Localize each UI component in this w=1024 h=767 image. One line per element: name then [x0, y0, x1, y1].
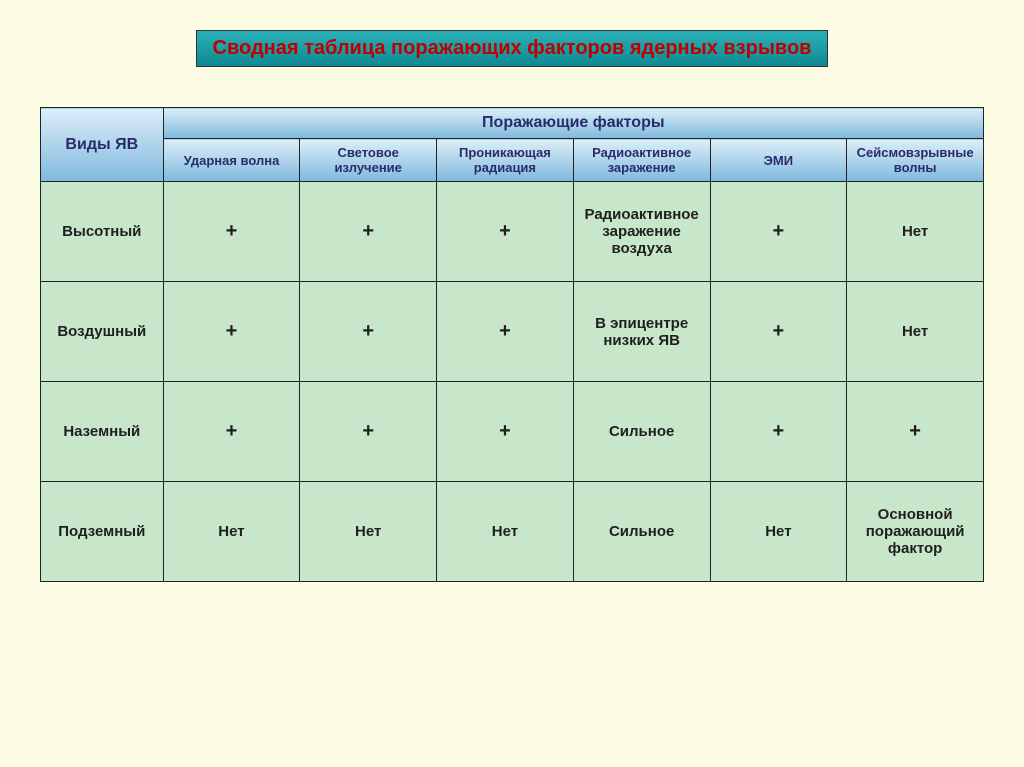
- table-row: Наземный + + + Сильное + +: [41, 382, 984, 482]
- row-label: Воздушный: [41, 282, 164, 382]
- cell: +: [163, 182, 300, 282]
- cell: Нет: [847, 282, 984, 382]
- table-row: Высотный + + + Радиоактивное заражение в…: [41, 182, 984, 282]
- cell: +: [710, 382, 847, 482]
- cell: Нет: [163, 482, 300, 582]
- group-header: Поражающие факторы: [163, 108, 983, 139]
- table-row: Воздушный + + + В эпицентре низких ЯВ + …: [41, 282, 984, 382]
- cell: +: [437, 182, 574, 282]
- cell: Нет: [710, 482, 847, 582]
- cell: +: [300, 182, 437, 282]
- cell: +: [437, 382, 574, 482]
- page-title: Сводная таблица поражающих факторов ядер…: [196, 30, 829, 67]
- sub-header-row: Ударная волна Световое излучение Проника…: [41, 139, 984, 182]
- col-header: Световое излучение: [300, 139, 437, 182]
- cell: +: [847, 382, 984, 482]
- col-header: ЭМИ: [710, 139, 847, 182]
- cell: +: [437, 282, 574, 382]
- col-header: Ударная волна: [163, 139, 300, 182]
- cell: В эпицентре низких ЯВ: [573, 282, 710, 382]
- table-body: Высотный + + + Радиоактивное заражение в…: [41, 182, 984, 582]
- cell: +: [710, 282, 847, 382]
- cell: +: [163, 382, 300, 482]
- cell: Основной поражающий фактор: [847, 482, 984, 582]
- cell: +: [300, 382, 437, 482]
- row-label: Наземный: [41, 382, 164, 482]
- col-header: Радиоактивное заражение: [573, 139, 710, 182]
- cell: Нет: [300, 482, 437, 582]
- row-label: Подземный: [41, 482, 164, 582]
- cell: +: [163, 282, 300, 382]
- corner-header: Виды ЯВ: [41, 108, 164, 182]
- cell: Радиоактивное заражение воздуха: [573, 182, 710, 282]
- cell: Сильное: [573, 382, 710, 482]
- table-header: Виды ЯВ Поражающие факторы Ударная волна…: [41, 108, 984, 182]
- summary-table: Виды ЯВ Поражающие факторы Ударная волна…: [40, 107, 984, 582]
- col-header: Сейсмовзрывные волны: [847, 139, 984, 182]
- cell: Сильное: [573, 482, 710, 582]
- cell: +: [710, 182, 847, 282]
- cell: Нет: [847, 182, 984, 282]
- cell: +: [300, 282, 437, 382]
- cell: Нет: [437, 482, 574, 582]
- title-container: Сводная таблица поражающих факторов ядер…: [40, 30, 984, 67]
- table-row: Подземный Нет Нет Нет Сильное Нет Основн…: [41, 482, 984, 582]
- col-header: Проникающая радиация: [437, 139, 574, 182]
- row-label: Высотный: [41, 182, 164, 282]
